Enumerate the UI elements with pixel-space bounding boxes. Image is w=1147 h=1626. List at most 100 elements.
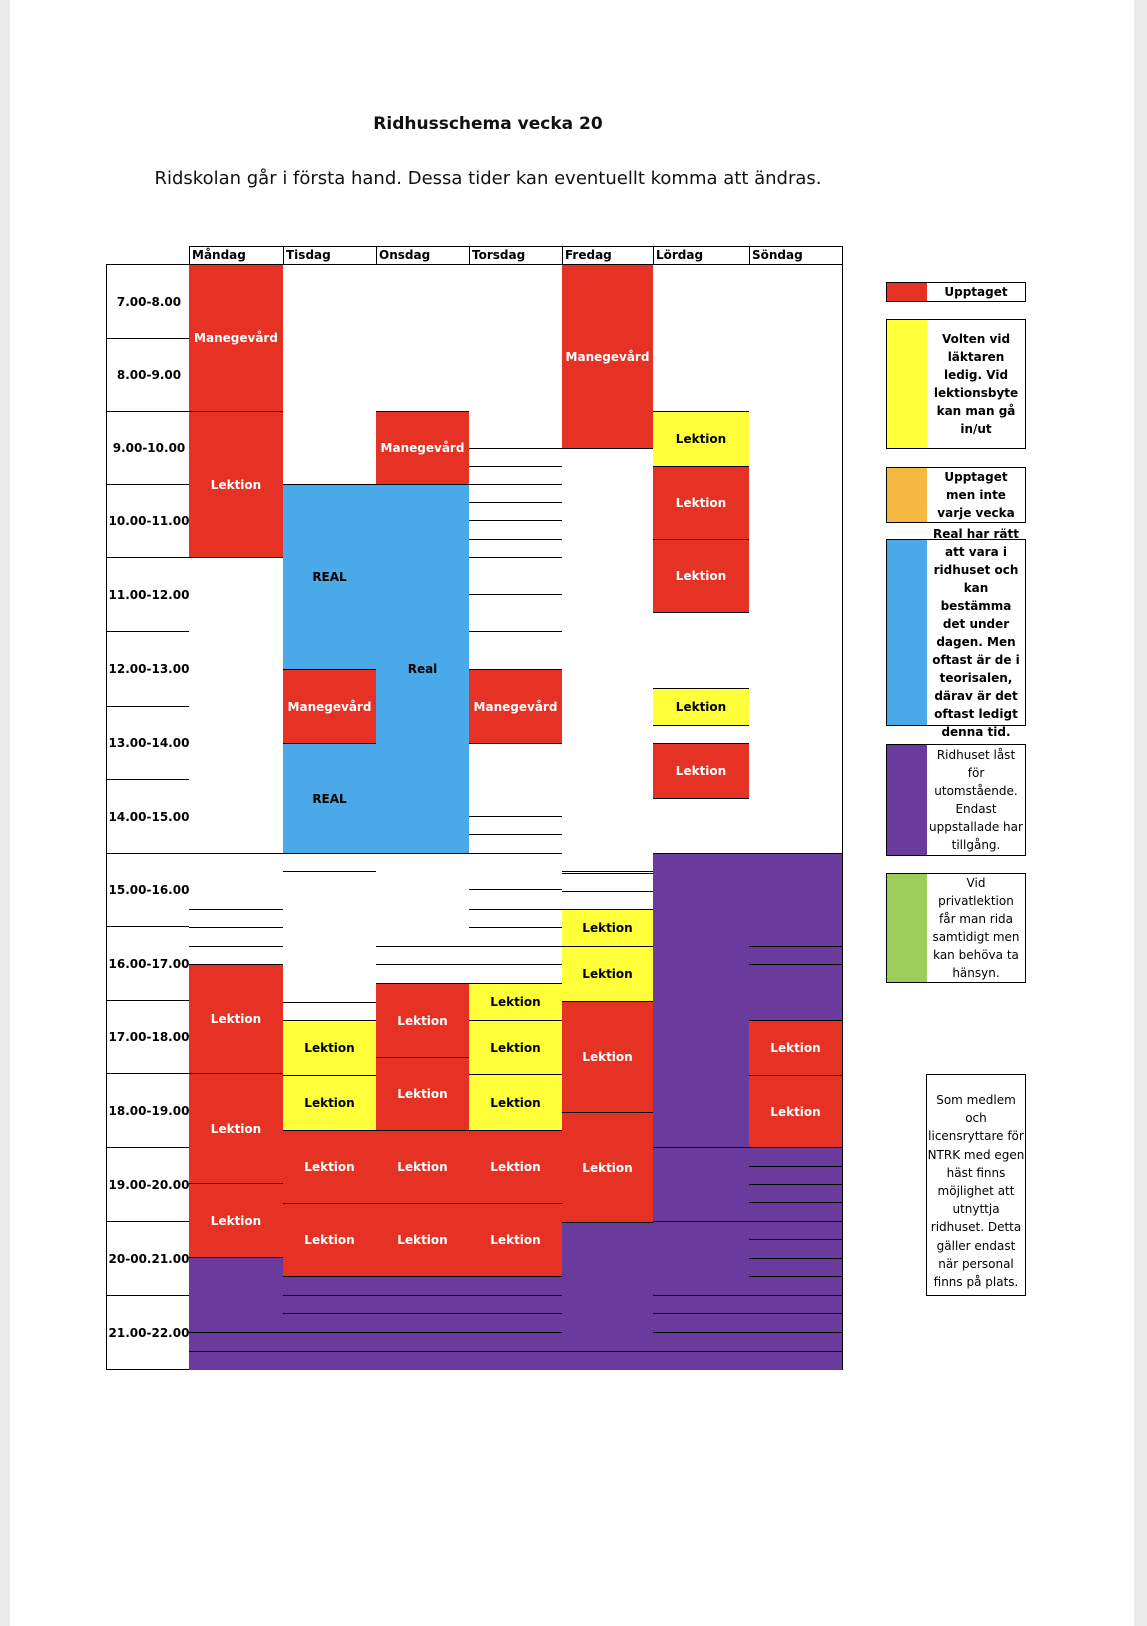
legend-text: Ridhuset låst för utomstående. Endast up… (929, 748, 1023, 852)
block-lektion: Lektion (376, 1057, 469, 1130)
schedule-page: Ridhusschema vecka 20 Ridskolan går i fö… (10, 0, 1134, 1626)
block-lektion: Lektion (562, 909, 653, 946)
block-lektion: Lektion (469, 983, 562, 1020)
legend-real: Real har rätt att vara i ridhuset och ka… (886, 526, 1026, 739)
day-header-tisdag: Tisdag (283, 246, 377, 264)
block-lektion: Lektion (376, 1203, 469, 1276)
block-lektion: Lektion (283, 1020, 376, 1075)
block-locked (562, 1222, 653, 1370)
block-lektion: Lektion (749, 1075, 842, 1147)
time-slot: 16.00-17.00 (107, 926, 191, 1000)
block-lektion: Lektion (653, 466, 749, 539)
time-slot: 12.00-13.00 (107, 631, 191, 706)
time-slot: 9.00-10.00 (107, 411, 191, 484)
block-lektion: Lektion (653, 688, 749, 725)
time-slot: 11.00-12.00 (107, 557, 191, 631)
page-subtitle: Ridskolan går i första hand. Dessa tider… (154, 168, 822, 189)
day-column-sondag: Lektion Lektion (749, 264, 843, 1370)
legend-swatch (887, 283, 927, 301)
block-lektion: Lektion (469, 1203, 562, 1276)
block-locked (189, 1257, 283, 1370)
time-slot: 21.00-22.00 (107, 1295, 191, 1370)
block-manegevard: Manegevård (283, 669, 376, 743)
day-header-mandag: Måndag (189, 246, 284, 264)
time-slot: 8.00-9.00 (107, 338, 191, 411)
legend-swatch (887, 540, 927, 725)
block-manegevard: Manegevård (376, 411, 469, 484)
block-free (653, 725, 749, 743)
day-column-lordag: Lektion Lektion Lektion Lektion Lektion (653, 264, 750, 1370)
day-header-torsdag: Torsdag (469, 246, 563, 264)
block-lektion: Lektion (283, 1203, 376, 1276)
block-lektion: Lektion (376, 983, 469, 1057)
time-slot: 18.00-19.00 (107, 1073, 191, 1147)
block-lektion: Lektion (189, 964, 283, 1073)
time-slot: 17.00-18.00 (107, 1000, 191, 1073)
legend-swatch (887, 468, 927, 522)
day-column-mandag: Manegevård Lektion Lektion Lektion Lekti… (189, 264, 284, 1370)
block-real: REAL (283, 484, 376, 669)
day-column-tisdag: REAL Manegevård REAL Lektion Lektion Lek… (283, 264, 377, 1370)
day-column-torsdag: Manegevård Lektion Lektion Lektion Lekti… (469, 264, 563, 1370)
block-lektion: Lektion (189, 1183, 283, 1257)
legend-text: Upptaget (944, 285, 1008, 299)
block-free (653, 612, 749, 688)
block-lektion: Lektion (562, 946, 653, 1001)
block-lektion: Lektion (283, 1130, 376, 1203)
block-free (189, 853, 283, 964)
legend-swatch (887, 320, 927, 448)
page-title: Ridhusschema vecka 20 (373, 114, 603, 134)
day-header-onsdag: Onsdag (376, 246, 470, 264)
legend-privatlektion: Vid privatlektion får man rida samtidigt… (886, 873, 1026, 983)
block-lektion: Lektion (469, 1130, 562, 1203)
time-slot: 10.00-11.00 (107, 484, 191, 557)
block-lektion: Lektion (562, 1112, 653, 1222)
block-lektion: Lektion (189, 1073, 283, 1183)
block-real: REAL (283, 743, 376, 853)
block-free (283, 264, 376, 484)
block-lektion: Lektion (749, 1020, 842, 1075)
block-free (653, 264, 749, 411)
time-slot: 13.00-14.00 (107, 706, 191, 779)
block-manegevard: Manegevård (562, 264, 653, 448)
block-locked (469, 1276, 562, 1370)
legend-volten-ledig: Volten vid läktaren ledig. Vid lektionsb… (886, 319, 1026, 449)
day-header-sondag: Söndag (749, 246, 843, 264)
time-slot: 14.00-15.00 (107, 779, 191, 853)
block-lektion: Lektion (653, 743, 749, 798)
block-lektion: Lektion (283, 1075, 376, 1130)
legend-swatch (887, 874, 927, 982)
time-slot: 19.00-20.00 (107, 1147, 191, 1221)
block-lektion: Lektion (469, 1020, 562, 1074)
member-note: Som medlem och licensryttare för NTRK me… (926, 1074, 1026, 1296)
legend-text: Volten vid läktaren ledig. Vid lektionsb… (933, 332, 1019, 436)
block-lektion: Lektion (469, 1074, 562, 1130)
block-locked (376, 1276, 469, 1370)
legend-upptaget: Upptaget (886, 282, 1026, 302)
legend-upptaget-ibland: Upptaget men inte varje vecka (886, 467, 1026, 523)
legend-swatch (887, 745, 927, 855)
day-column-fredag: Manegevård Lektion Lektion Lektion Lekti… (562, 264, 654, 1370)
block-free (749, 264, 842, 853)
time-slot: 15.00-16.00 (107, 853, 191, 926)
legend-text: Real har rätt att vara i ridhuset och ka… (932, 526, 1020, 739)
block-free (469, 743, 562, 983)
time-slot: 20-00.21.00 (107, 1221, 191, 1295)
block-free (653, 798, 749, 853)
block-free (376, 264, 469, 411)
block-free (376, 853, 469, 983)
block-manegevard: Manegevård (469, 669, 562, 743)
block-locked (653, 853, 749, 1370)
block-lektion: Lektion (189, 411, 283, 557)
legend-text: Upptaget men inte varje vecka (937, 470, 1015, 520)
day-header-lordag: Lördag (653, 246, 750, 264)
day-column-onsdag: Manegevård Real Lektion Lektion Lektion … (376, 264, 470, 1370)
block-lektion: Lektion (562, 1001, 653, 1112)
legend-text: Vid privatlektion får man rida samtidigt… (932, 876, 1020, 980)
block-lektion: Lektion (376, 1130, 469, 1203)
block-free (562, 448, 653, 873)
block-free (283, 853, 376, 1020)
block-lektion: Lektion (653, 411, 749, 466)
day-header-fredag: Fredag (562, 246, 654, 264)
time-slot: 7.00-8.00 (107, 264, 191, 338)
